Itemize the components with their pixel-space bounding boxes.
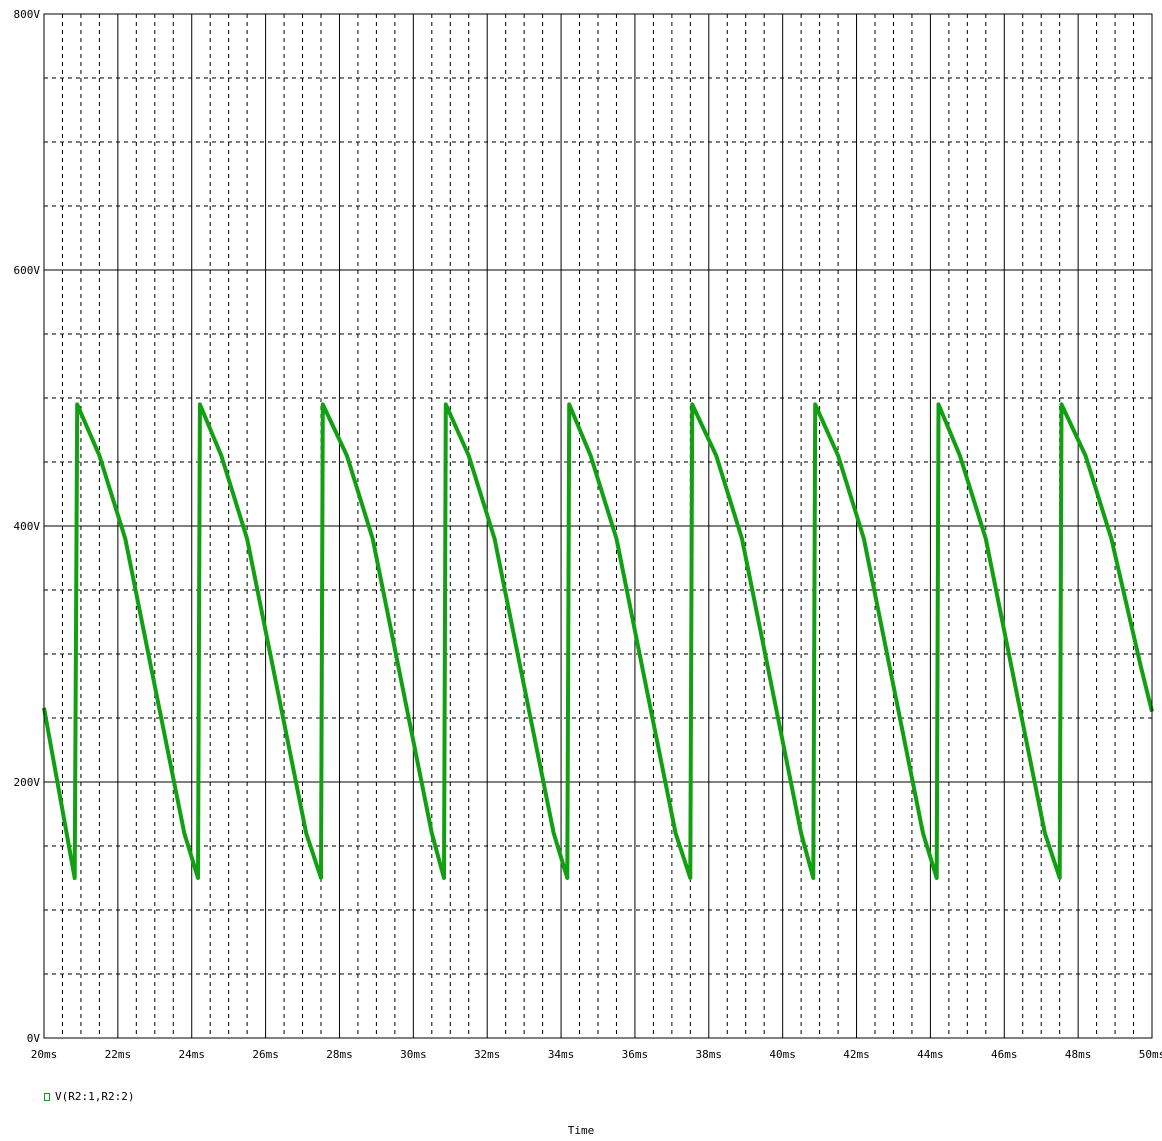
y-tick-label: 400V — [14, 520, 41, 533]
y-tick-label: 600V — [14, 264, 41, 277]
x-tick-label: 42ms — [843, 1048, 870, 1061]
x-tick-label: 32ms — [474, 1048, 501, 1061]
chart-series — [42, 402, 1154, 880]
plot-frame — [43, 13, 1153, 1039]
x-tick-label: 48ms — [1065, 1048, 1092, 1061]
legend: V(R2:1,R2:2) — [44, 1090, 134, 1103]
x-tick-label: 44ms — [917, 1048, 944, 1061]
x-tick-label: 26ms — [252, 1048, 279, 1061]
x-axis-title: Time — [567, 1124, 595, 1137]
x-tick-label: 34ms — [548, 1048, 575, 1061]
x-tick-label: 40ms — [769, 1048, 796, 1061]
x-tick-label: 20ms — [31, 1048, 58, 1061]
y-axis-ticks: 0V 200V 400V 600V 800V — [14, 8, 41, 1045]
y-tick-label: 200V — [14, 776, 41, 789]
legend-label: V(R2:1,R2:2) — [55, 1090, 135, 1103]
y-tick-label: 800V — [14, 8, 41, 21]
chart-grid — [44, 14, 1152, 1038]
x-tick-label: 28ms — [326, 1048, 353, 1061]
x-tick-label: 22ms — [105, 1048, 132, 1061]
x-tick-label: 46ms — [991, 1048, 1018, 1061]
x-tick-label: 36ms — [622, 1048, 649, 1061]
series-line — [42, 402, 1154, 880]
x-tick-label: 24ms — [178, 1048, 205, 1061]
x-tick-label: 50ms — [1139, 1048, 1162, 1061]
y-tick-label: 0V — [27, 1032, 41, 1045]
x-tick-label: 38ms — [696, 1048, 723, 1061]
x-tick-label: 30ms — [400, 1048, 427, 1061]
legend-marker-icon — [44, 1092, 50, 1101]
x-axis-ticks: 20ms 22ms 24ms 26ms 28ms 30ms 32ms 34ms 36ms 38ms… — [31, 1048, 1162, 1061]
